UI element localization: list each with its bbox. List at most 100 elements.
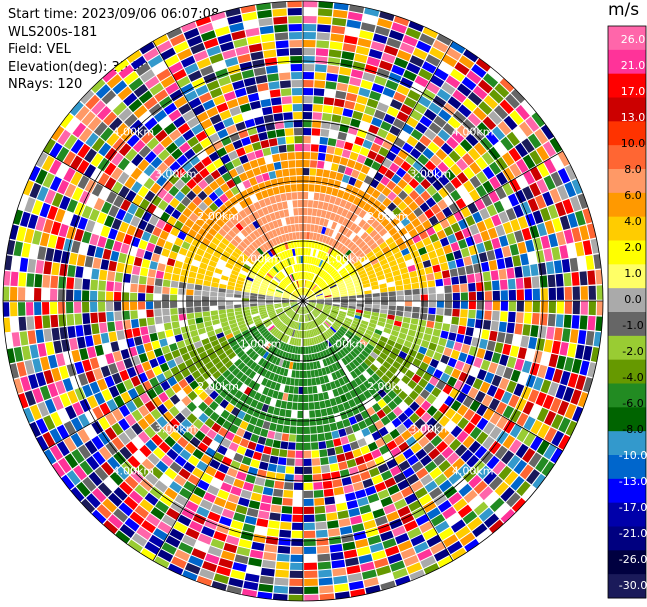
range-gate — [344, 166, 353, 176]
range-gate — [426, 81, 440, 95]
range-gate — [481, 151, 495, 165]
range-gate — [543, 175, 556, 191]
range-gate — [371, 117, 383, 128]
range-gate — [471, 64, 487, 78]
range-gate — [415, 122, 428, 134]
range-gate — [369, 363, 379, 373]
range-gate — [544, 410, 557, 426]
range-gate — [316, 209, 322, 217]
range-gate — [314, 184, 321, 193]
range-gate — [432, 410, 444, 422]
range-gate — [352, 347, 361, 356]
range-gate — [428, 215, 439, 226]
range-gate — [345, 364, 353, 373]
range-gate — [452, 110, 467, 124]
range-gate — [327, 138, 337, 147]
range-gate — [307, 248, 312, 256]
range-gate — [345, 27, 360, 37]
range-gate — [401, 247, 410, 256]
range-gate — [476, 220, 487, 233]
range-gate — [376, 237, 385, 246]
range-gate — [432, 398, 443, 410]
range-gate — [382, 405, 392, 415]
range-gate — [435, 211, 446, 222]
range-gate — [444, 420, 457, 433]
range-gate — [463, 256, 473, 266]
range-gate — [457, 266, 466, 276]
range-gate — [551, 340, 561, 355]
range-gate — [344, 35, 358, 45]
range-gate — [369, 277, 378, 283]
range-gate — [571, 179, 583, 195]
range-gate — [366, 56, 381, 67]
range-gate — [489, 412, 502, 425]
range-gate — [313, 286, 320, 293]
range-gate — [585, 330, 595, 346]
range-gate — [476, 171, 488, 184]
range-gate — [392, 385, 402, 395]
range-gate — [396, 290, 404, 296]
range-gate — [305, 288, 309, 296]
range-gate — [468, 474, 482, 489]
range-gate — [305, 280, 308, 288]
range-gate — [358, 199, 367, 209]
range-gate — [458, 371, 469, 383]
range-gate — [426, 185, 437, 196]
range-gate — [330, 336, 337, 344]
range-gate — [339, 245, 347, 253]
range-gate — [596, 301, 603, 316]
range-gate — [365, 266, 374, 273]
range-gate — [364, 290, 372, 295]
range-gate — [329, 282, 336, 288]
range-gate — [355, 237, 363, 246]
range-gate — [346, 133, 356, 143]
range-gate — [403, 396, 414, 406]
range-gate — [455, 258, 465, 268]
range-gate — [420, 178, 432, 190]
range-gate — [551, 414, 564, 430]
range-gate — [348, 298, 356, 301]
range-gate — [333, 321, 341, 328]
range-gate — [310, 283, 316, 290]
range-gate — [331, 310, 339, 315]
range-gate — [509, 345, 520, 358]
range-gate — [537, 364, 548, 379]
range-gate — [368, 124, 380, 135]
range-gate — [469, 366, 480, 378]
range-gate — [444, 182, 456, 194]
range-gate — [446, 214, 457, 225]
range-gate — [376, 409, 386, 419]
range-gate — [548, 353, 559, 368]
colorbar-tick-label: 0.0 — [624, 293, 642, 306]
range-gate — [435, 380, 446, 391]
range-gate — [565, 164, 577, 181]
range-gate — [382, 232, 391, 241]
range-gate — [537, 423, 550, 439]
range-gate — [546, 326, 555, 340]
range-gate — [398, 242, 407, 251]
range-gate — [356, 329, 365, 336]
range-gate — [312, 232, 318, 241]
range-gate — [317, 225, 323, 234]
range-gate — [543, 158, 557, 174]
range-gate — [328, 338, 335, 346]
range-gate — [577, 391, 589, 408]
range-gate — [358, 240, 366, 249]
range-gate — [570, 389, 582, 405]
range-gate — [328, 316, 335, 321]
range-gate — [316, 298, 324, 301]
range-gate — [379, 241, 388, 250]
range-gate — [482, 436, 495, 450]
range-gate — [445, 75, 461, 89]
range-gate — [345, 279, 353, 285]
range-gate — [340, 298, 348, 301]
range-gate — [508, 394, 520, 408]
range-gate — [381, 186, 392, 197]
range-gate — [452, 458, 465, 471]
range-gate — [520, 253, 529, 266]
range-gate — [567, 373, 579, 388]
range-gate — [318, 259, 324, 268]
range-gate — [322, 169, 331, 178]
range-gate — [319, 281, 326, 288]
range-gate — [469, 224, 480, 236]
